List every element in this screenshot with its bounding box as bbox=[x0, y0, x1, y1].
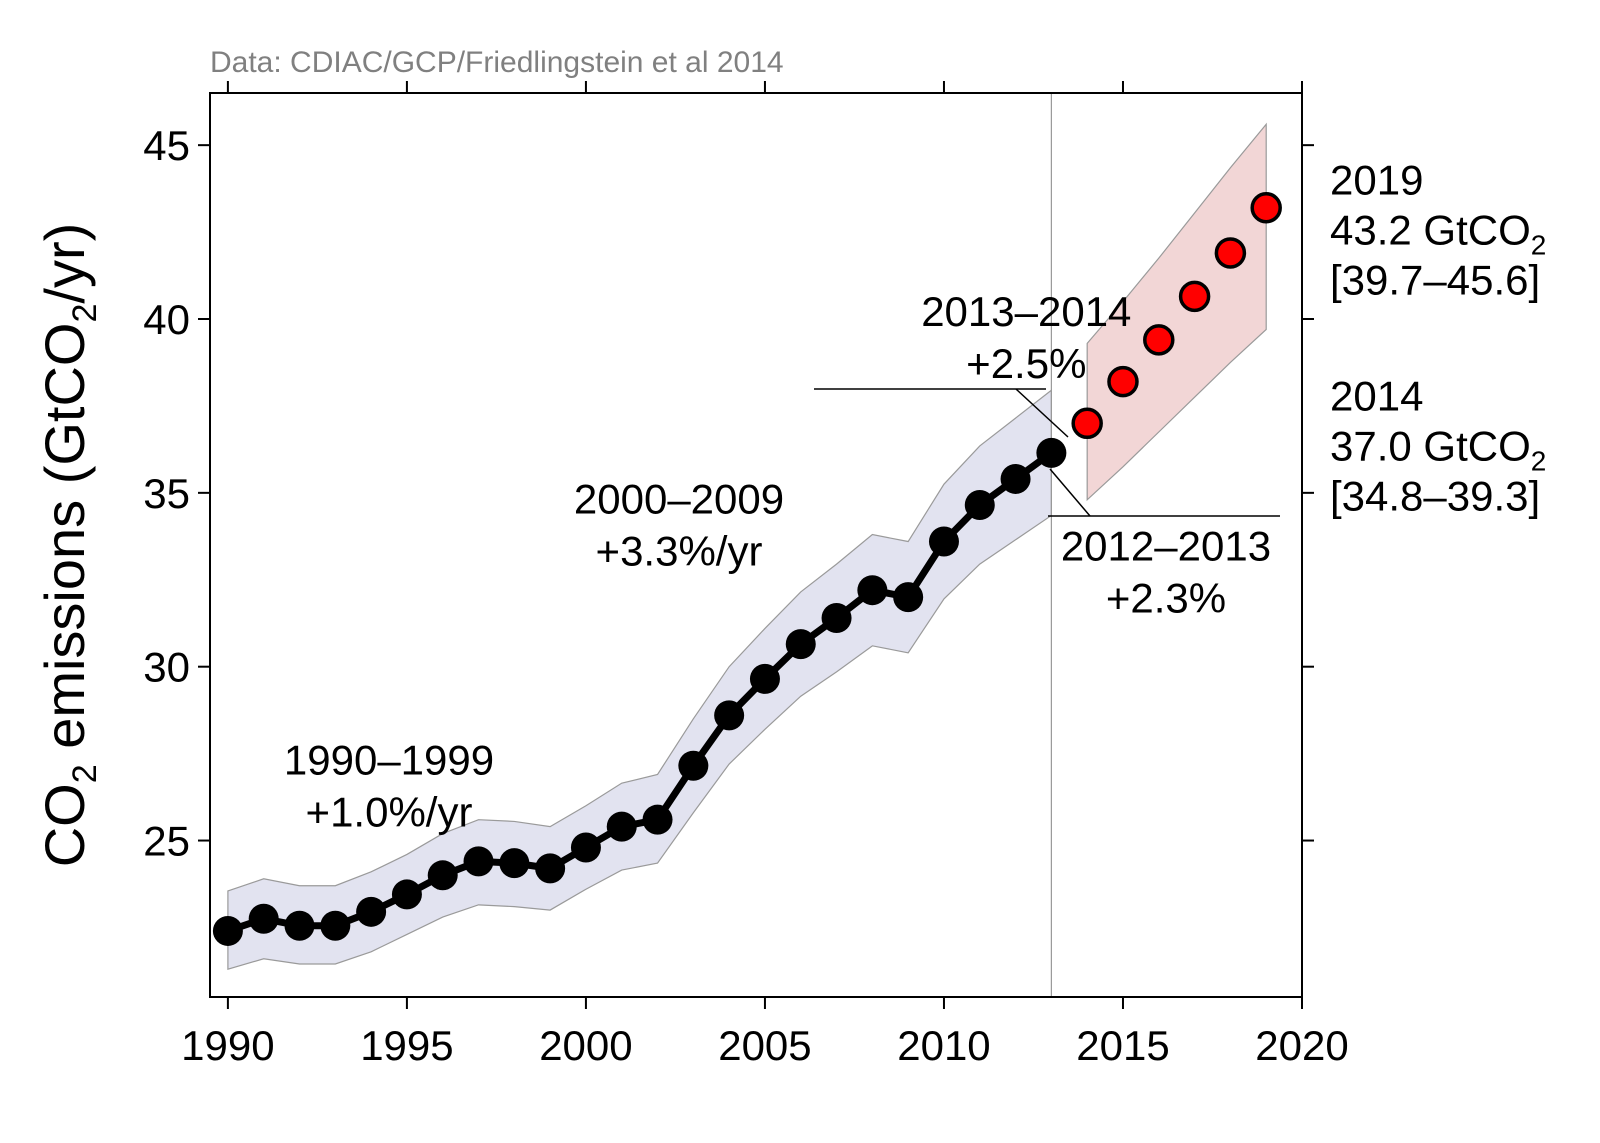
right-label-0-line-1: 43.2 GtCO2 bbox=[1330, 207, 1546, 261]
x-tick-label-2000: 2000 bbox=[539, 1022, 632, 1069]
growth-annotation-3: 2012–2013 +2.3% bbox=[1061, 523, 1271, 622]
data-series bbox=[212, 191, 1282, 946]
x-tick-label-2020: 2020 bbox=[1255, 1022, 1348, 1069]
y-tick-label-45: 45 bbox=[143, 122, 190, 169]
historical-point-2000 bbox=[570, 832, 601, 863]
historical-point-1991 bbox=[248, 903, 279, 934]
source-note: Data: CDIAC/GCP/Friedlingstein et al 201… bbox=[210, 46, 784, 79]
x-tick-label-2005: 2005 bbox=[718, 1022, 811, 1069]
historical-point-2010 bbox=[928, 526, 959, 557]
y-tick-label-25: 25 bbox=[143, 818, 190, 865]
x-tick-label-1990: 1990 bbox=[181, 1022, 274, 1069]
historical-point-1993 bbox=[320, 910, 351, 941]
historical-point-1996 bbox=[427, 860, 458, 891]
projection-point-2016 bbox=[1143, 324, 1175, 356]
x-tick-label-2015: 2015 bbox=[1076, 1022, 1169, 1069]
historical-point-1992 bbox=[284, 910, 315, 941]
annotations: 1990–1999 +1.0%/yr 2000–2009 +3.3%/yr 2013–2… bbox=[284, 288, 1271, 836]
right-label-1-line-0: 2014 bbox=[1330, 372, 1423, 419]
leader-2013-2014-d bbox=[1015, 388, 1069, 438]
annotation-leader-lines bbox=[814, 388, 1280, 517]
historical-point-1999 bbox=[535, 853, 566, 884]
projection-point-2019 bbox=[1250, 191, 1282, 224]
right-label-0-line-0: 2019 bbox=[1330, 157, 1423, 204]
historical-point-2002 bbox=[642, 804, 673, 835]
historical-point-1997 bbox=[463, 846, 494, 877]
historical-point-2004 bbox=[714, 700, 745, 731]
projection-point-2018 bbox=[1214, 237, 1247, 269]
historical-point-1995 bbox=[391, 879, 422, 910]
right-label-1-line-1: 37.0 GtCO2 bbox=[1330, 422, 1546, 476]
historical-point-1998 bbox=[499, 848, 530, 879]
historical-point-2012 bbox=[1000, 463, 1031, 494]
historical-point-2008 bbox=[857, 575, 888, 606]
projection-point-2015 bbox=[1107, 365, 1139, 398]
growth-annotation-1: 2000–2009 +3.3%/yr bbox=[574, 476, 784, 575]
historical-point-1990 bbox=[212, 915, 243, 946]
y-tick-label-35: 35 bbox=[143, 470, 190, 517]
x-tick-label-2010: 2010 bbox=[897, 1022, 990, 1069]
x-tick-label-1995: 1995 bbox=[360, 1022, 453, 1069]
right-label-1-line-2: [34.8–39.3] bbox=[1330, 472, 1540, 519]
historical-point-2001 bbox=[606, 811, 637, 842]
historical-point-2005 bbox=[749, 663, 780, 694]
y-axis-label-text: CO2 emissions (GtCO2/yr) bbox=[33, 223, 104, 868]
right-label-0-line-2: [39.7–45.6] bbox=[1330, 257, 1540, 304]
historical-point-1994 bbox=[356, 896, 387, 927]
axes: 1990 1995 2000 2005 2010 2015 2020 25 30 35 40 45 bbox=[143, 81, 1349, 1069]
historical-point-2013 bbox=[1036, 437, 1067, 468]
historical-point-2003 bbox=[678, 750, 709, 781]
projection-point-2017 bbox=[1178, 280, 1211, 313]
y-tick-label-40: 40 bbox=[143, 296, 190, 343]
y-tick-label-30: 30 bbox=[143, 644, 190, 691]
historical-point-2006 bbox=[785, 629, 816, 660]
historical-point-2009 bbox=[893, 582, 924, 613]
historical-point-2007 bbox=[821, 603, 852, 634]
uncertainty-band-1 bbox=[1086, 122, 1267, 502]
plot-frame bbox=[209, 92, 1303, 998]
y-axis-label: CO2 emissions (GtCO2/yr) bbox=[33, 223, 104, 868]
historical-point-2011 bbox=[964, 490, 995, 521]
growth-annotation-0: 1990–1999 +1.0%/yr bbox=[284, 736, 494, 835]
projection-point-2014 bbox=[1071, 407, 1103, 440]
growth-annotation-2: 2013–2014 +2.5% bbox=[921, 288, 1131, 387]
leader-2012-2013-d bbox=[1049, 468, 1091, 517]
